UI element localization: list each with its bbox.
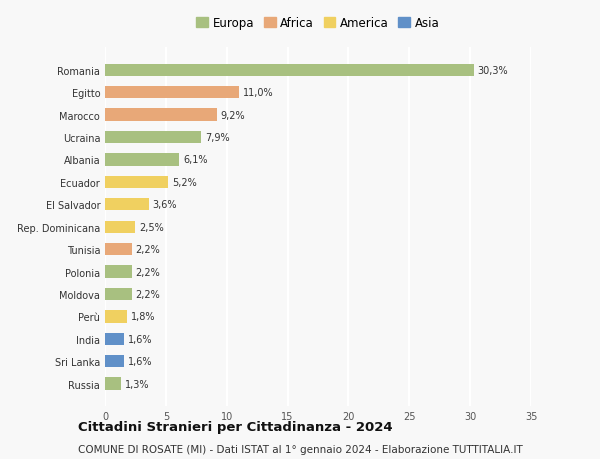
Bar xyxy=(105,221,136,233)
Text: 6,1%: 6,1% xyxy=(183,155,208,165)
Bar xyxy=(105,311,127,323)
Text: COMUNE DI ROSATE (MI) - Dati ISTAT al 1° gennaio 2024 - Elaborazione TUTTITALIA.: COMUNE DI ROSATE (MI) - Dati ISTAT al 1°… xyxy=(78,444,523,454)
Text: 30,3%: 30,3% xyxy=(478,66,508,76)
Text: 5,2%: 5,2% xyxy=(172,178,197,187)
Bar xyxy=(105,199,149,211)
Bar xyxy=(105,87,239,99)
Bar xyxy=(105,266,132,278)
Text: Cittadini Stranieri per Cittadinanza - 2024: Cittadini Stranieri per Cittadinanza - 2… xyxy=(78,420,392,433)
Bar xyxy=(105,109,217,122)
Legend: Europa, Africa, America, Asia: Europa, Africa, America, Asia xyxy=(194,15,442,33)
Text: 1,6%: 1,6% xyxy=(128,357,152,366)
Text: 3,6%: 3,6% xyxy=(152,200,177,210)
Bar xyxy=(105,288,132,301)
Text: 9,2%: 9,2% xyxy=(221,110,245,120)
Text: 2,2%: 2,2% xyxy=(136,245,160,255)
Bar xyxy=(105,132,201,144)
Bar xyxy=(105,154,179,166)
Text: 11,0%: 11,0% xyxy=(242,88,273,98)
Text: 1,6%: 1,6% xyxy=(128,334,152,344)
Bar xyxy=(105,378,121,390)
Text: 2,5%: 2,5% xyxy=(139,222,164,232)
Bar xyxy=(105,355,124,368)
Bar xyxy=(105,243,132,256)
Text: 2,2%: 2,2% xyxy=(136,267,160,277)
Bar xyxy=(105,64,474,77)
Text: 7,9%: 7,9% xyxy=(205,133,229,143)
Bar xyxy=(105,333,124,345)
Text: 2,2%: 2,2% xyxy=(136,289,160,299)
Bar xyxy=(105,176,168,189)
Text: 1,8%: 1,8% xyxy=(131,312,155,322)
Text: 1,3%: 1,3% xyxy=(124,379,149,389)
